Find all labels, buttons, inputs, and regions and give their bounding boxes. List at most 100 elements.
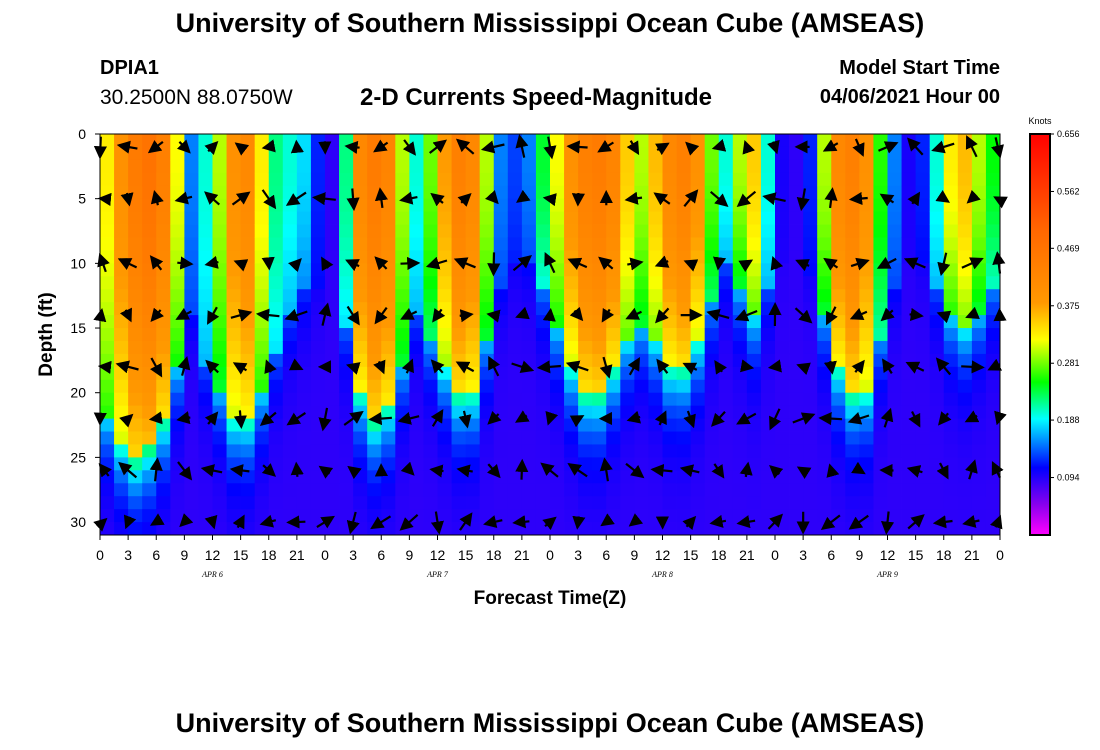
heatmap-cell (592, 185, 607, 200)
heatmap-cell (296, 444, 312, 458)
heatmap-cell (690, 483, 706, 497)
heatmap-cell (521, 172, 537, 187)
heatmap-cell (339, 134, 354, 148)
heatmap-cell (212, 159, 227, 174)
heatmap-cell (662, 263, 677, 277)
heatmap-cell (296, 431, 312, 445)
heatmap-cell (254, 172, 270, 187)
heatmap-cell (100, 289, 115, 303)
heatmap-cell (240, 418, 256, 432)
heatmap-cell (325, 315, 340, 329)
heatmap-cell (634, 237, 649, 251)
heatmap-cell (676, 470, 692, 484)
heatmap-cell (479, 198, 495, 213)
heatmap-cell (240, 405, 256, 419)
heatmap-cell (521, 146, 537, 161)
heatmap-cell (339, 509, 354, 523)
current-vector (370, 515, 392, 530)
heatmap-cell (746, 470, 762, 484)
current-vector (316, 515, 335, 529)
heatmap-cell (943, 457, 959, 471)
heatmap-cell (325, 522, 340, 536)
current-vector (117, 258, 138, 271)
heatmap-cell (915, 211, 931, 225)
heatmap-cell (423, 302, 438, 316)
current-vector (962, 514, 980, 528)
heatmap-cell (915, 379, 931, 394)
heatmap-cell (817, 483, 832, 497)
heatmap-cell (578, 211, 593, 225)
heatmap-cell (535, 172, 551, 187)
heatmap-cell (831, 146, 846, 161)
heatmap-cell (564, 289, 579, 303)
x-axis: 0 3 6 9 12 15 18 21 0 3 6 9 12 15 18 21 0 3 6 9 12 15 18 21 0 3 6 9… (96, 535, 1004, 563)
heatmap-cell (803, 302, 818, 316)
heatmap-cell (465, 159, 481, 174)
heatmap-cell (817, 211, 832, 225)
heatmap-cell (718, 250, 734, 264)
heatmap-cell (212, 315, 227, 329)
heatmap-cell (732, 302, 748, 316)
heatmap-cell (339, 289, 354, 303)
current-vector (233, 259, 249, 272)
heatmap-cell (803, 172, 818, 187)
heatmap-cell (831, 250, 846, 264)
heatmap-cell (184, 392, 199, 407)
heatmap-cell (718, 185, 734, 200)
heatmap-cell (437, 431, 452, 445)
current-vector (542, 516, 557, 531)
heatmap-cell (100, 496, 115, 510)
heatmap-cell (550, 328, 565, 342)
heatmap-cell (732, 405, 748, 419)
heatmap-cell (620, 444, 635, 458)
heatmap-cell (873, 224, 888, 238)
heatmap-cell (367, 159, 382, 174)
current-vector (849, 307, 868, 321)
heatmap-cell (282, 172, 298, 187)
heatmap-cell (971, 379, 987, 394)
heatmap-cell (620, 146, 635, 161)
heatmap-cell (367, 211, 382, 225)
heatmap-cell (775, 289, 790, 303)
heatmap-cell (128, 224, 143, 238)
heatmap-cell (901, 224, 917, 238)
heatmap-cell (901, 483, 917, 497)
heatmap-cell (142, 366, 157, 381)
heatmap-cell (170, 224, 185, 238)
heatmap-cell (268, 276, 284, 290)
heatmap-cell (648, 366, 663, 381)
heatmap-cell (198, 276, 213, 290)
heatmap-cell (760, 134, 776, 148)
heatmap-cell (521, 159, 537, 174)
heatmap-cell (704, 250, 720, 264)
current-vector (347, 465, 362, 480)
current-vector (597, 139, 614, 153)
heatmap-cell (873, 198, 888, 213)
current-vector (600, 513, 615, 527)
heatmap-cell (423, 457, 438, 471)
heatmap-cell (564, 172, 579, 187)
heatmap-cell (521, 211, 537, 225)
heatmap-cell (550, 353, 565, 368)
heatmap-cell (746, 198, 762, 213)
heatmap-cell (690, 237, 706, 251)
heatmap-cell (831, 405, 846, 419)
heatmap-cell (437, 392, 452, 407)
heatmap-cell (100, 483, 115, 497)
heatmap-cell (831, 224, 846, 238)
heatmap-cell (367, 224, 382, 238)
heatmap-cell (943, 211, 959, 225)
heatmap-cell (746, 134, 762, 148)
heatmap-cell (535, 302, 551, 316)
heatmap-cell (156, 496, 171, 510)
heatmap-cell (873, 379, 888, 394)
heatmap-cell (395, 405, 410, 419)
current-vector (259, 514, 277, 528)
heatmap-cell (156, 522, 171, 536)
heatmap-cell (648, 289, 663, 303)
current-vector (318, 407, 332, 432)
heatmap-cell (662, 509, 677, 523)
heatmap-cell (381, 392, 396, 407)
heatmap-cell (535, 340, 551, 355)
heatmap-cell (789, 340, 804, 355)
